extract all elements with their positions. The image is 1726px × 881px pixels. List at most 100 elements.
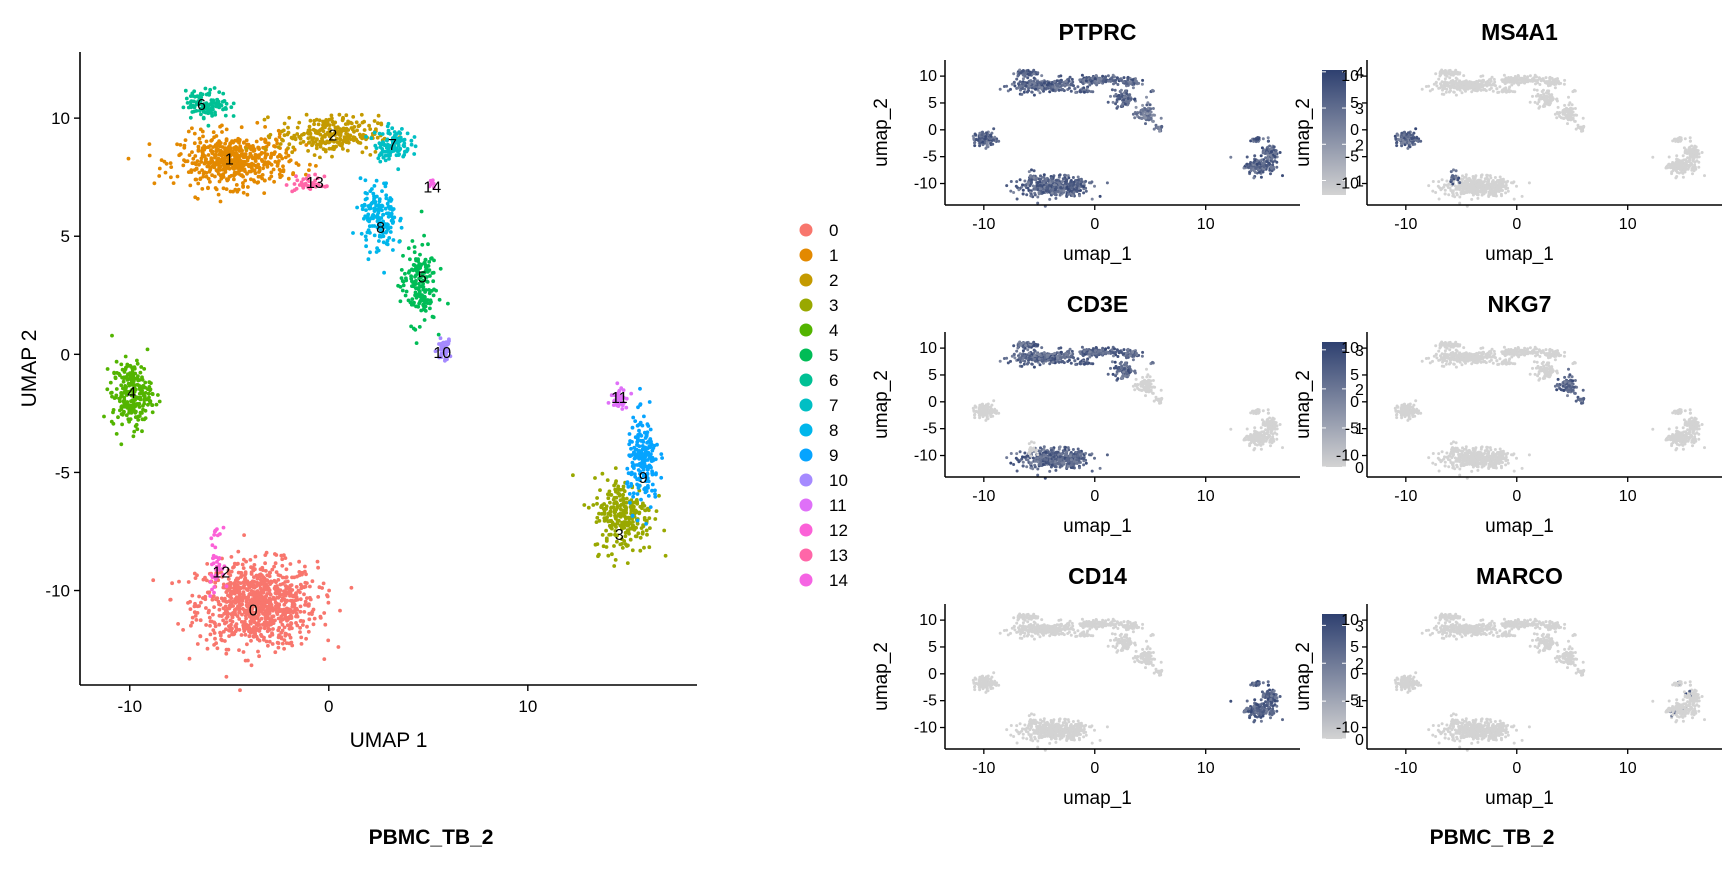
cell-point-cluster-9 (636, 433, 640, 437)
cell-point-cluster-0 (241, 566, 246, 570)
feature-point (1032, 169, 1036, 173)
cell-point-cluster-0 (237, 648, 241, 652)
feature-point (1151, 119, 1155, 123)
cell-point-cluster-0 (263, 615, 268, 620)
cell-point-cluster-0 (274, 580, 278, 584)
cell-point-cluster-3 (606, 511, 611, 516)
feature-point (1256, 137, 1260, 141)
cell-point-cluster-2 (295, 125, 300, 130)
cell-point-cluster-7 (404, 149, 409, 154)
cell-point-cluster-0 (168, 597, 173, 602)
cell-point-cluster-0 (265, 578, 270, 582)
cell-point-cluster-0 (303, 569, 307, 574)
cell-point-cluster-0 (240, 602, 245, 607)
cell-point-cluster-7 (396, 167, 401, 172)
cell-point-cluster-6 (185, 101, 190, 105)
cell-point-cluster-2 (331, 144, 336, 149)
cell-point-cluster-4 (131, 434, 136, 439)
cell-point-cluster-4 (136, 403, 141, 407)
cell-point-cluster-0 (249, 565, 253, 570)
cell-point-cluster-1 (254, 139, 259, 144)
feature-point (1141, 103, 1145, 107)
cell-point-cluster-0 (237, 617, 242, 621)
cell-point-cluster-8 (364, 208, 368, 213)
feature-point (1025, 90, 1029, 94)
cell-point-cluster-3 (631, 524, 636, 528)
cell-point-cluster-0 (285, 623, 290, 628)
cell-point-cluster-3 (640, 530, 645, 535)
cell-point-cluster-1 (204, 171, 209, 175)
feature-point (1023, 87, 1027, 91)
feature-point (1059, 78, 1063, 82)
feature-point (1112, 82, 1115, 86)
cell-point-cluster-0 (253, 610, 258, 615)
cell-point-cluster-9 (645, 440, 649, 445)
cell-point-cluster-4 (122, 398, 127, 402)
cell-point-cluster-6 (208, 87, 213, 92)
cell-point-cluster-5 (428, 306, 432, 311)
feature-point (1106, 100, 1110, 104)
feature-point (1078, 89, 1082, 93)
cell-point-cluster-3 (612, 501, 616, 506)
cell-point-cluster-0 (287, 633, 292, 637)
feature-point (973, 140, 977, 144)
cell-point-cluster-4 (135, 358, 139, 363)
legend-label-9: 9 (829, 446, 838, 465)
y-tick-label: -10 (45, 582, 70, 601)
legend-swatch-3 (799, 298, 813, 312)
cell-point-cluster-0 (283, 556, 288, 560)
cell-point-cluster-3 (616, 512, 621, 517)
cell-point-cluster-10 (447, 339, 451, 343)
feature-point (1026, 186, 1030, 190)
cell-point-cluster-5 (423, 290, 427, 294)
feature-point (1040, 74, 1044, 78)
cell-point-cluster-3 (600, 533, 605, 537)
cell-point-cluster-0 (233, 588, 237, 593)
cell-point-cluster-8 (363, 214, 368, 219)
cell-point-cluster-4 (108, 380, 113, 385)
cell-point-cluster-0 (301, 623, 305, 627)
cell-point-cluster-2 (308, 118, 313, 123)
cell-point-cluster-0 (288, 562, 293, 566)
feature-point (1087, 89, 1091, 93)
cell-point-cluster-2 (300, 133, 304, 137)
feature-point (1082, 185, 1086, 189)
feature-point (1275, 160, 1279, 164)
feature-point (1037, 191, 1041, 194)
cell-point-cluster-4 (141, 393, 146, 398)
feature-point (1018, 178, 1022, 182)
cell-point-cluster-9 (650, 471, 655, 475)
feature-point (1275, 165, 1279, 169)
cell-point-cluster-5 (426, 242, 430, 247)
cell-point-cluster-3 (611, 505, 616, 509)
cell-point-cluster-1 (182, 143, 187, 148)
cell-point-cluster-0 (197, 594, 202, 599)
cell-point-cluster-5 (403, 293, 408, 298)
feature-point (1093, 77, 1097, 81)
cell-point-cluster-4 (128, 363, 133, 368)
cell-point-cluster-3 (612, 564, 617, 568)
cell-point-cluster-6 (224, 101, 229, 106)
feature-point (1270, 166, 1274, 170)
cell-point-cluster-1 (294, 161, 299, 166)
cell-point-cluster-1 (269, 151, 274, 156)
cell-point-cluster-1 (226, 177, 231, 182)
cell-point-cluster-1 (281, 164, 285, 169)
cell-point-cluster-0 (201, 596, 205, 600)
cell-point-cluster-8 (355, 205, 359, 210)
cell-point-cluster-2 (298, 141, 303, 146)
cell-point-cluster-2 (372, 119, 377, 123)
cell-point-cluster-2 (374, 127, 378, 131)
cell-point-cluster-1 (263, 156, 268, 160)
cell-point-cluster-5 (436, 332, 441, 337)
cell-point-cluster-4 (148, 388, 152, 393)
feature-point (1264, 156, 1268, 160)
cell-point-cluster-3 (623, 534, 628, 539)
cell-point-cluster-0 (257, 654, 261, 659)
cell-point-cluster-3 (648, 526, 652, 530)
cell-point-cluster-0 (266, 606, 270, 611)
feature-point (1109, 94, 1112, 98)
feature-point (1098, 194, 1102, 198)
cell-point-cluster-0 (304, 636, 308, 641)
cell-point-cluster-0 (288, 610, 292, 614)
